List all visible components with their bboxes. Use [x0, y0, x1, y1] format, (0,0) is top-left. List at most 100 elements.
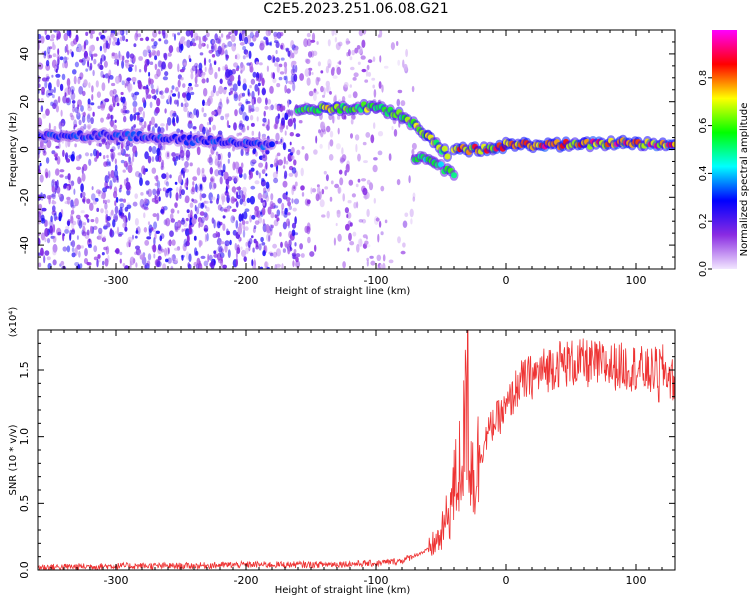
noise-dot — [152, 30, 158, 38]
noise-dot — [250, 78, 256, 85]
noise-dot — [47, 92, 53, 96]
noise-dot — [70, 209, 75, 215]
noise-dot — [124, 226, 128, 232]
noise-dot — [122, 105, 127, 110]
noise-dot — [65, 226, 70, 230]
noise-dot — [171, 93, 177, 97]
noise-dot — [182, 92, 187, 98]
noise-dot — [300, 253, 305, 258]
noise-dot — [242, 46, 247, 51]
noise-dot — [40, 217, 46, 224]
noise-dot — [167, 52, 172, 57]
noise-dot — [248, 50, 252, 59]
noise-dot — [305, 58, 311, 65]
noise-dot — [192, 181, 195, 186]
noise-dot — [100, 70, 104, 78]
noise-dot — [118, 50, 121, 59]
noise-dot — [211, 54, 216, 58]
noise-dot — [261, 207, 266, 216]
noise-dot — [350, 133, 353, 139]
noise-dot — [83, 50, 88, 60]
noise-dot — [97, 105, 101, 110]
noise-dot — [114, 52, 118, 61]
noise-dot — [215, 38, 221, 44]
noise-dot — [285, 48, 289, 53]
noise-dot — [327, 142, 330, 151]
noise-dot — [179, 40, 185, 44]
noise-dot — [131, 155, 135, 163]
noise-dot — [72, 204, 76, 208]
colorbar-tick-label: 0.0 — [698, 261, 709, 277]
noise-dot — [222, 223, 226, 231]
noise-dot — [310, 187, 313, 195]
noise-dot — [226, 96, 229, 105]
noise-dot — [243, 211, 248, 220]
noise-dot — [300, 167, 304, 177]
noise-dot — [126, 51, 130, 59]
noise-dot — [331, 66, 335, 72]
noise-dot — [70, 180, 75, 187]
noise-dot — [238, 213, 243, 222]
noise-dot — [51, 192, 56, 200]
noise-dot — [56, 186, 61, 194]
noise-dot — [248, 104, 250, 114]
noise-dot — [48, 54, 52, 59]
noise-dot — [123, 198, 126, 203]
noise-dot — [203, 57, 207, 66]
noise-dot — [189, 162, 193, 167]
noise-dot — [169, 174, 172, 179]
noise-dot — [250, 104, 255, 112]
noise-dot — [109, 228, 113, 237]
noise-dot — [258, 243, 262, 251]
noise-dot — [170, 218, 175, 223]
colorbar-label: Normalized spectral amplitude — [739, 103, 750, 257]
noise-dot — [156, 88, 159, 95]
noise-dot — [185, 154, 190, 161]
noise-dot — [212, 124, 217, 131]
noise-dot — [381, 84, 384, 93]
noise-dot — [98, 231, 103, 241]
noise-dot — [164, 87, 170, 93]
noise-dot — [139, 177, 143, 187]
noise-dot — [140, 192, 144, 196]
noise-dot — [185, 228, 190, 237]
noise-dot — [146, 236, 152, 240]
noise-dot — [376, 254, 382, 261]
noise-dot — [275, 160, 279, 168]
noise-dot — [402, 242, 406, 248]
x-tick-label: -100 — [364, 574, 389, 587]
noise-dot — [70, 91, 76, 101]
noise-dot — [294, 181, 298, 187]
x-tick-label: 100 — [626, 574, 647, 587]
noise-dot — [83, 40, 86, 50]
noise-dot — [334, 36, 338, 43]
noise-dot — [69, 112, 73, 118]
noise-dot — [193, 108, 198, 116]
noise-dot — [312, 50, 318, 56]
noise-dot — [151, 167, 157, 174]
noise-dot — [148, 71, 151, 77]
noise-dot — [134, 64, 137, 73]
noise-dot — [191, 217, 197, 225]
noise-dot — [249, 84, 252, 89]
noise-dot — [206, 77, 209, 83]
noise-dot — [337, 127, 340, 135]
noise-dot — [246, 62, 251, 66]
noise-dot — [293, 73, 298, 82]
noise-dot — [151, 146, 157, 154]
noise-dot — [201, 193, 207, 199]
noise-dot — [190, 72, 194, 80]
noise-dot — [201, 42, 206, 47]
noise-dot — [116, 226, 120, 235]
noise-dot — [183, 238, 188, 248]
noise-dot — [217, 221, 221, 229]
noise-dot — [169, 96, 172, 105]
noise-dot — [48, 170, 51, 179]
noise-dot — [104, 258, 109, 267]
noise-dot — [127, 164, 133, 174]
noise-dot — [102, 38, 107, 42]
noise-dot — [383, 65, 389, 69]
noise-dot — [257, 82, 261, 87]
noise-dot — [104, 209, 109, 215]
